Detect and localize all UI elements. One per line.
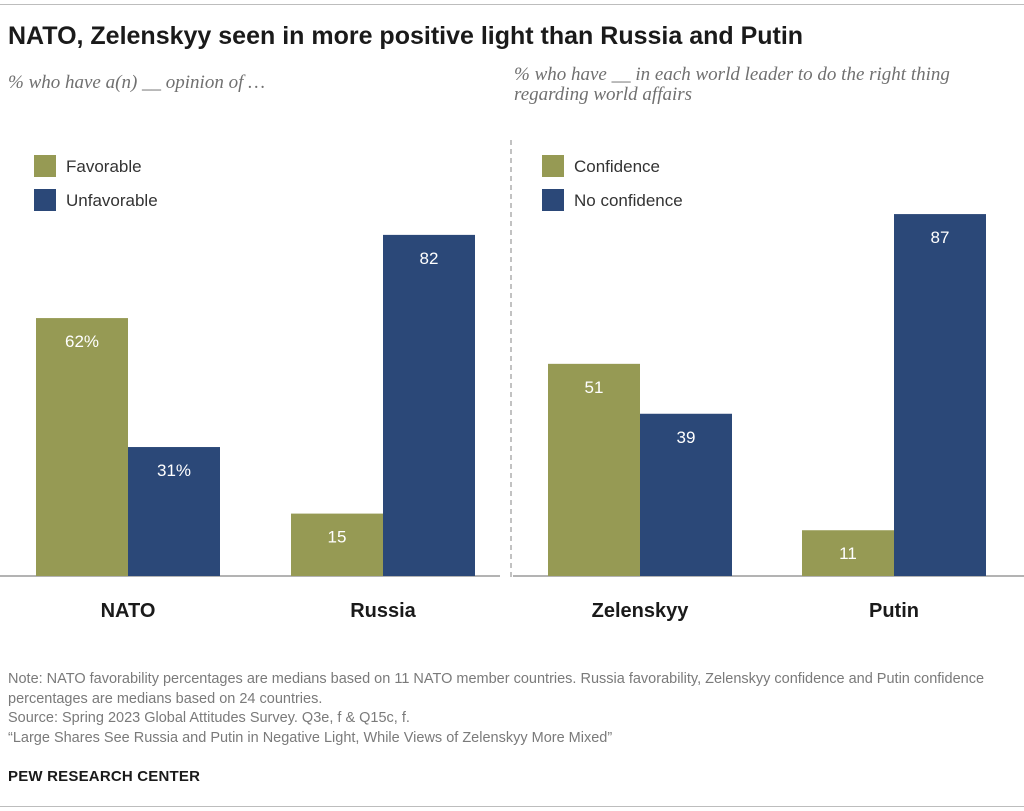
legend-label-confidence: Confidence (574, 157, 660, 176)
data-label-putin-no-confidence: 87 (931, 228, 950, 247)
bar-nato-favorable (36, 318, 128, 576)
data-label-russia-favorable: 15 (328, 528, 347, 547)
legend-label-unfavorable: Unfavorable (66, 191, 158, 210)
source-text: Source: Spring 2023 Global Attitudes Sur… (8, 710, 410, 726)
bar-putin-no-confidence (894, 214, 986, 576)
bar-zelenskyy-confidence (548, 363, 640, 576)
notes-block: Note: NATO favorability percentages are … (8, 670, 1018, 748)
legend-label-favorable: Favorable (66, 157, 142, 176)
note-text: Note: NATO favorability percentages are … (8, 671, 985, 707)
category-label-zelenskyy: Zelenskyy (592, 600, 690, 622)
data-label-nato-favorable: 62% (65, 332, 99, 351)
bar-zelenskyy-no-confidence (640, 413, 732, 576)
bottom-rule (0, 806, 1024, 807)
legend-swatch-no-confidence (542, 189, 564, 211)
report-title: “Large Shares See Russia and Putin in Ne… (8, 729, 613, 746)
category-label-putin: Putin (869, 600, 919, 622)
legend-swatch-unfavorable (34, 189, 56, 211)
brand-logo-text: PEW RESEARCH CENTER (8, 768, 201, 785)
data-label-zelenskyy-no-confidence: 39 (677, 428, 696, 447)
category-label-russia: Russia (350, 600, 416, 622)
legend-swatch-confidence (542, 155, 564, 177)
bar-nato-unfavorable (128, 447, 220, 576)
bar-putin-confidence (802, 530, 894, 576)
bar-chart: Favorable Unfavorable 62% 31% NATO 15 82 Russia… (0, 140, 1024, 622)
data-label-russia-unfavorable: 82 (420, 249, 439, 268)
left-panel-subtitle: % who have a(n) __ opinion of … (8, 72, 266, 93)
chart-title: NATO, Zelenskyy seen in more positive li… (8, 22, 804, 50)
right-panel-subtitle: % who have __ in each world leader to do… (514, 64, 950, 105)
data-label-nato-unfavorable: 31% (157, 461, 191, 480)
data-label-zelenskyy-confidence: 51 (585, 378, 604, 397)
top-rule (0, 4, 1024, 5)
data-label-putin-confidence: 11 (839, 544, 857, 563)
category-label-nato: NATO (101, 600, 156, 622)
legend-swatch-favorable (34, 155, 56, 177)
bar-russia-unfavorable (383, 234, 475, 576)
legend-label-no-confidence: No confidence (574, 191, 683, 210)
bar-russia-favorable (291, 513, 383, 576)
